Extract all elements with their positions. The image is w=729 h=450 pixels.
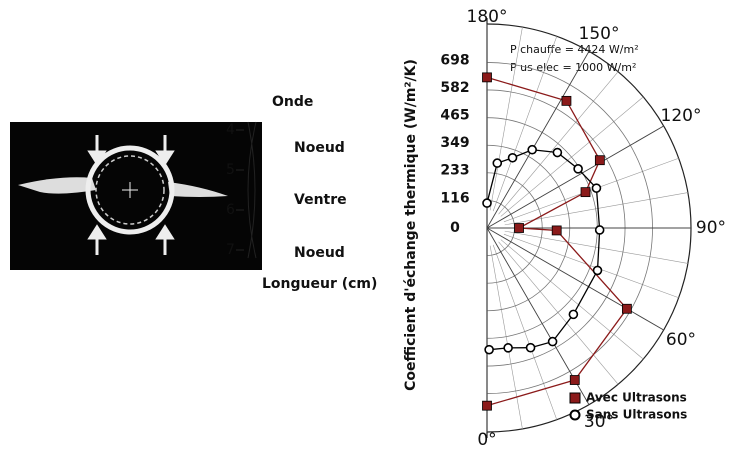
point (514, 223, 524, 233)
minor-spoke (503, 157, 679, 223)
point (547, 336, 558, 347)
r-tick-label: 698 (440, 52, 469, 68)
r-tick-label: 465 (440, 108, 469, 124)
scale-tick-label: 4 (226, 122, 235, 138)
minor-spoke (503, 233, 679, 299)
point (569, 375, 580, 385)
wave-label: Onde (272, 94, 313, 110)
annotation: P chauffe = 4424 W/m² (510, 43, 639, 56)
zone-label: Noeud (294, 245, 345, 261)
point (591, 183, 602, 193)
series-line (486, 76, 628, 407)
point (482, 72, 492, 83)
point (552, 147, 563, 158)
legend-label: Sans Ultrasons (586, 408, 687, 422)
minor-spoke (492, 244, 558, 420)
point (525, 342, 536, 353)
point (573, 164, 583, 174)
r-tick-label: 349 (440, 135, 469, 151)
theta-tick-label: 120° (661, 106, 702, 126)
point (482, 198, 492, 208)
theta-tick-label: 30° (584, 412, 614, 432)
point (594, 225, 605, 235)
theta-tick-label: 180° (467, 7, 508, 27)
point (482, 400, 492, 411)
photo (10, 121, 262, 270)
point (492, 158, 503, 168)
grid-spoke (486, 51, 590, 229)
point (484, 344, 494, 355)
minor-spoke (498, 71, 619, 215)
annotation: P us elec = 1000 W/m² (510, 61, 636, 74)
r-tick-label: 233 (440, 163, 469, 179)
legend-marker (569, 409, 581, 421)
minor-spoke (489, 27, 523, 211)
point (621, 303, 632, 314)
theta-tick-label: 150° (579, 24, 620, 44)
theta-tick-label: 60° (666, 330, 696, 350)
minor-spoke (498, 241, 619, 385)
zone-label: Ventre (294, 192, 347, 208)
r-tick-label: 0 (450, 220, 460, 236)
point (561, 95, 572, 106)
point (580, 187, 591, 198)
grid-spoke (486, 125, 664, 229)
minor-spoke (492, 36, 558, 212)
point (568, 309, 579, 320)
scale-tick-label: 6 (226, 202, 235, 218)
point (527, 144, 537, 155)
minor-spoke (500, 96, 644, 217)
minor-spoke (504, 230, 688, 264)
minor-spoke (500, 239, 644, 360)
r-tick-label: 582 (440, 80, 469, 96)
point (507, 152, 518, 163)
zone-label: Noeud (294, 140, 345, 156)
legend-label: Avec Ultrasons (586, 391, 687, 405)
theta-tick-label: 90° (696, 218, 726, 238)
theta-tick-label: 0° (477, 430, 496, 450)
scale-tick-label: 5 (226, 162, 235, 178)
legend-marker (569, 392, 581, 404)
grid-spoke (486, 227, 664, 331)
length-label: Longueur (cm) (262, 276, 377, 292)
point (503, 343, 513, 353)
scale-tick-label: 7 (226, 242, 235, 258)
point (594, 155, 605, 166)
r-tick-label: 116 (440, 190, 469, 206)
point (551, 225, 562, 236)
minor-spoke (489, 245, 523, 429)
y-axis-label: Coefficient d'échange thermique (W/m²/K) (403, 59, 419, 391)
minor-spoke (504, 192, 688, 226)
point (592, 265, 603, 276)
